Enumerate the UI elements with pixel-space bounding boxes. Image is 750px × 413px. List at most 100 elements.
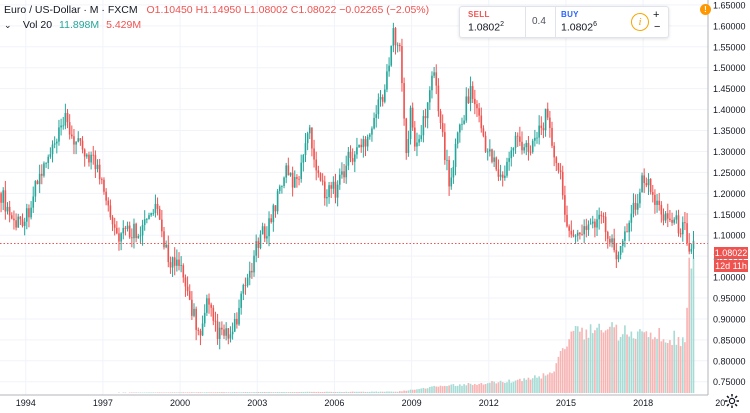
info-icon[interactable]: i	[631, 13, 649, 31]
candle-body	[435, 72, 438, 86]
volume-bar	[409, 389, 412, 393]
buy-button[interactable]: BUY 1.08026	[561, 10, 619, 34]
volume-bar	[643, 332, 646, 393]
volume-bar	[268, 391, 270, 393]
volume-bar	[356, 391, 358, 393]
close-value: C1.08022	[290, 4, 337, 16]
sell-button[interactable]: SELL 1.08022	[468, 10, 520, 34]
volume-bar	[456, 385, 459, 393]
volume-bar	[302, 391, 305, 393]
candle-body	[570, 230, 573, 235]
volume-bar	[240, 392, 242, 393]
volume-bar	[587, 337, 590, 393]
candle-body	[338, 174, 341, 185]
candle-body	[169, 262, 172, 268]
volume-bar	[621, 334, 624, 393]
volume-bar	[381, 391, 384, 393]
candle-body	[519, 136, 521, 142]
y-tick-label: 1.10000	[713, 231, 746, 241]
candle-body	[413, 127, 416, 147]
chevron-down-icon[interactable]: ⌄	[4, 20, 12, 30]
candle-body	[662, 214, 665, 221]
candle-body	[167, 244, 170, 263]
y-tick-label: 1.55000	[713, 42, 746, 52]
y-tick-label: 1.45000	[713, 84, 746, 94]
volume-bar	[176, 392, 178, 393]
volume-bar	[231, 392, 234, 393]
volume-bar	[658, 327, 661, 393]
candle-body	[118, 233, 120, 242]
volume-bar	[319, 392, 322, 393]
candle-body	[583, 226, 585, 235]
candle-body	[591, 221, 594, 224]
volume-bar	[394, 391, 397, 393]
candle-body	[426, 102, 429, 119]
candle-body	[171, 257, 174, 268]
candle-body	[278, 186, 281, 192]
volume-bar	[259, 392, 262, 393]
volume-bar	[398, 391, 401, 393]
candle-body	[261, 226, 264, 235]
candle-body	[514, 135, 517, 148]
candle-body	[557, 163, 560, 171]
symbol-title[interactable]: Euro / US-Dollar · M · FXCM	[4, 4, 138, 16]
volume-bar	[251, 392, 253, 393]
volume-bar	[272, 392, 275, 393]
x-tick-label: 1997	[93, 398, 113, 408]
volume-bar	[246, 392, 249, 393]
y-tick-label: 1.60000	[713, 21, 746, 31]
candle-body	[411, 107, 414, 128]
candle-body	[692, 240, 695, 249]
x-tick-label: 2009	[402, 398, 422, 408]
candle-body	[81, 140, 84, 150]
candle-body	[214, 320, 217, 322]
candle-body	[510, 150, 513, 159]
candle-body	[304, 143, 307, 155]
candle-body	[302, 154, 305, 163]
volume-bar	[208, 392, 210, 393]
candle-body	[433, 72, 435, 76]
candle-body	[469, 86, 472, 104]
volume-bar	[476, 384, 478, 393]
volume-bar	[227, 392, 230, 393]
volume-bar	[564, 349, 566, 393]
candle-body	[658, 200, 661, 205]
volume-bar	[671, 344, 673, 393]
volume-bar	[572, 330, 575, 393]
volume-bar	[334, 391, 337, 393]
candle-body	[536, 137, 538, 139]
candle-body	[452, 166, 455, 178]
volume-bar	[336, 391, 339, 393]
candle-body	[566, 214, 568, 227]
candle-body	[489, 149, 491, 152]
volume-bar	[662, 339, 665, 393]
candle-body	[624, 231, 626, 241]
volume-bar	[688, 257, 691, 393]
spread-value: 0.4	[532, 16, 546, 27]
plus-icon[interactable]: +	[653, 9, 660, 21]
candle-body	[497, 169, 500, 177]
volume-bar	[274, 392, 277, 393]
volume-bar	[664, 342, 667, 393]
x-tick-label: 2015	[556, 398, 576, 408]
candle-body	[454, 143, 457, 167]
gear-icon[interactable]	[724, 393, 740, 409]
candle-body	[407, 138, 410, 154]
volume-bar	[298, 392, 300, 393]
volume-bar	[255, 392, 257, 393]
volume-bar	[486, 383, 489, 393]
volume-bar	[167, 392, 170, 393]
minus-icon[interactable]: −	[654, 21, 661, 33]
candle-body	[666, 213, 669, 219]
volume-bar	[304, 391, 307, 393]
candle-body	[163, 231, 165, 248]
candle-body	[439, 111, 442, 124]
candle-body	[154, 203, 157, 214]
alert-badge[interactable]: !	[700, 4, 711, 15]
volume-bar	[154, 392, 157, 393]
volume-bar	[551, 373, 553, 393]
candle-body	[116, 227, 118, 234]
volume-label[interactable]: Vol 20	[22, 19, 53, 31]
volume-bar	[459, 384, 461, 393]
